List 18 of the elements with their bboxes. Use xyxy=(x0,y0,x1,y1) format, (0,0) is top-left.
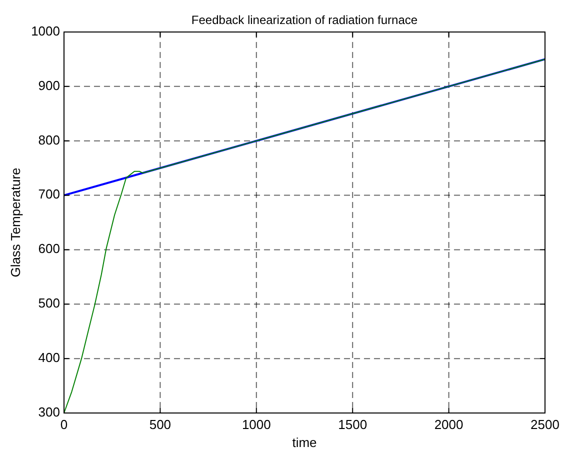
y-tick-label: 800 xyxy=(38,132,60,148)
y-tick-label: 1000 xyxy=(31,23,60,38)
y-tick-label: 400 xyxy=(38,350,60,366)
x-tick-label: 500 xyxy=(149,417,172,432)
y-tick-label: 600 xyxy=(38,241,60,256)
y-tick-label: 700 xyxy=(38,186,60,202)
x-tick-label: 2500 xyxy=(530,417,560,432)
x-axis-title: time xyxy=(292,435,317,450)
x-tick-label: 1500 xyxy=(338,417,368,432)
y-tick-label: 500 xyxy=(38,296,60,311)
x-tick-label: 1000 xyxy=(242,417,271,432)
chart-title: Feedback linearization of radiation furnace xyxy=(191,13,418,27)
line-series xyxy=(64,58,546,414)
x-tick-label: 2000 xyxy=(434,417,464,432)
y-tick-label: 900 xyxy=(38,78,60,93)
x-tick-label: 0 xyxy=(60,417,68,432)
y-tick-label: 300 xyxy=(38,404,60,420)
y-axis-title: Glass Temperature xyxy=(8,168,23,278)
